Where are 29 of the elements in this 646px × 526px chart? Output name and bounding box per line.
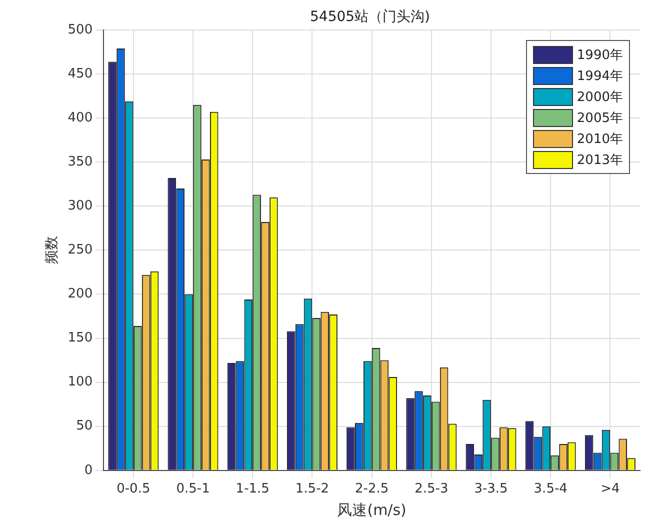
y-tick-label: 400 <box>68 110 93 126</box>
y-tick-label: 150 <box>68 330 93 346</box>
x-axis-title: 风速(m/s) <box>337 500 406 519</box>
y-tick-label: 350 <box>68 154 93 170</box>
x-tick-label: 0.5-1 <box>176 482 210 497</box>
y-tick-label: 100 <box>68 374 93 390</box>
y-tick-label: 200 <box>68 286 93 302</box>
legend-label: 1990年 <box>576 46 623 64</box>
legend-label: 2005年 <box>576 110 623 128</box>
y-tick-label: 50 <box>76 418 93 434</box>
legend-label: 1994年 <box>576 68 623 86</box>
y-tick-label: 250 <box>68 242 93 258</box>
x-tick-label: >4 <box>600 482 620 497</box>
chart-title: 54505站（门头沟) <box>309 8 431 26</box>
legend-label: 2000年 <box>576 88 623 106</box>
legend-label: 2013年 <box>576 152 623 170</box>
y-tick-label: 450 <box>68 66 93 82</box>
y-tick-label: 0 <box>84 462 93 478</box>
x-tick-label: 3-3.5 <box>474 482 508 497</box>
x-tick-label: 2.5-3 <box>414 482 448 497</box>
legend-label: 2010年 <box>576 130 623 148</box>
y-tick-label: 300 <box>68 198 93 214</box>
x-tick-label: 1-1.5 <box>236 482 270 497</box>
x-tick-label: 0-0.5 <box>116 482 150 497</box>
x-tick-label: 2-2.5 <box>354 482 389 497</box>
y-tick-label: 500 <box>68 22 93 38</box>
y-axis-title: 频数 <box>44 236 60 264</box>
x-tick-label: 3.5-4 <box>534 482 568 497</box>
x-tick-label: 1.5-2 <box>295 482 330 497</box>
